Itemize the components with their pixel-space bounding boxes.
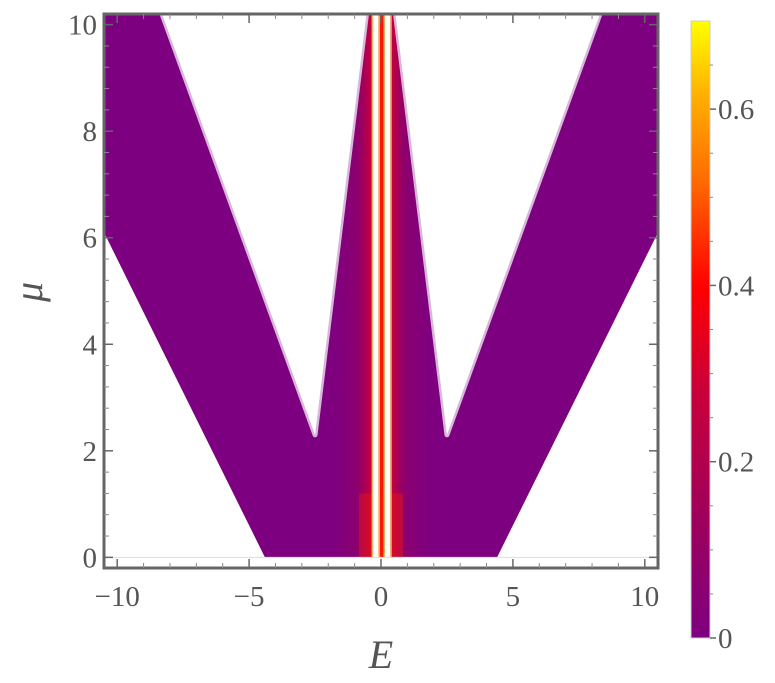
x-tick-label-0: −10 (95, 581, 140, 613)
y-axis-ticks: 0 2 4 6 8 10 (68, 10, 658, 574)
x-tick-label-4: 10 (630, 581, 659, 613)
zero-region-right-fill (395, 14, 600, 435)
gap-edge-right-0 (378, 14, 380, 558)
regions-layer (104, 14, 658, 568)
colorbar-gradient (690, 20, 711, 639)
x-tick-label-1: −5 (234, 581, 265, 613)
y-tick-label-5: 10 (68, 10, 97, 42)
colorbar-tick-label-1: 0.2 (718, 447, 754, 479)
x-axis-label: E (368, 632, 393, 677)
colorbar-ticks: 0 0.2 0.4 0.6 (710, 64, 755, 655)
zero-region-left-fill (162, 14, 367, 435)
central-peak-base (359, 493, 403, 568)
gap-edge-right-1 (390, 14, 392, 558)
y-axis-label: μ (6, 282, 51, 303)
x-tick-label-3: 5 (506, 581, 521, 613)
x-axis-ticks: −10 −5 0 5 10 (95, 14, 659, 613)
y-tick-label-1: 2 (83, 436, 98, 468)
white-gap-1 (384, 14, 391, 559)
plot-area (104, 14, 658, 568)
y-tick-label-0: 0 (83, 542, 98, 574)
y-tick-label-3: 6 (83, 223, 98, 255)
colorbar-tick-label-3: 0.6 (718, 94, 754, 126)
y-tick-label-2: 4 (83, 329, 98, 361)
colorbar-tick-label-2: 0.4 (718, 270, 755, 302)
gap-edge-left-1 (383, 14, 385, 558)
colorbar: 0 0.2 0.4 0.6 (690, 20, 755, 655)
x-tick-label-2: 0 (374, 581, 389, 613)
gap-edge-left-0 (371, 14, 374, 558)
white-gap-0 (373, 14, 379, 559)
colorbar-tick-label-0: 0 (718, 623, 733, 655)
y-tick-label-4: 8 (83, 116, 98, 148)
